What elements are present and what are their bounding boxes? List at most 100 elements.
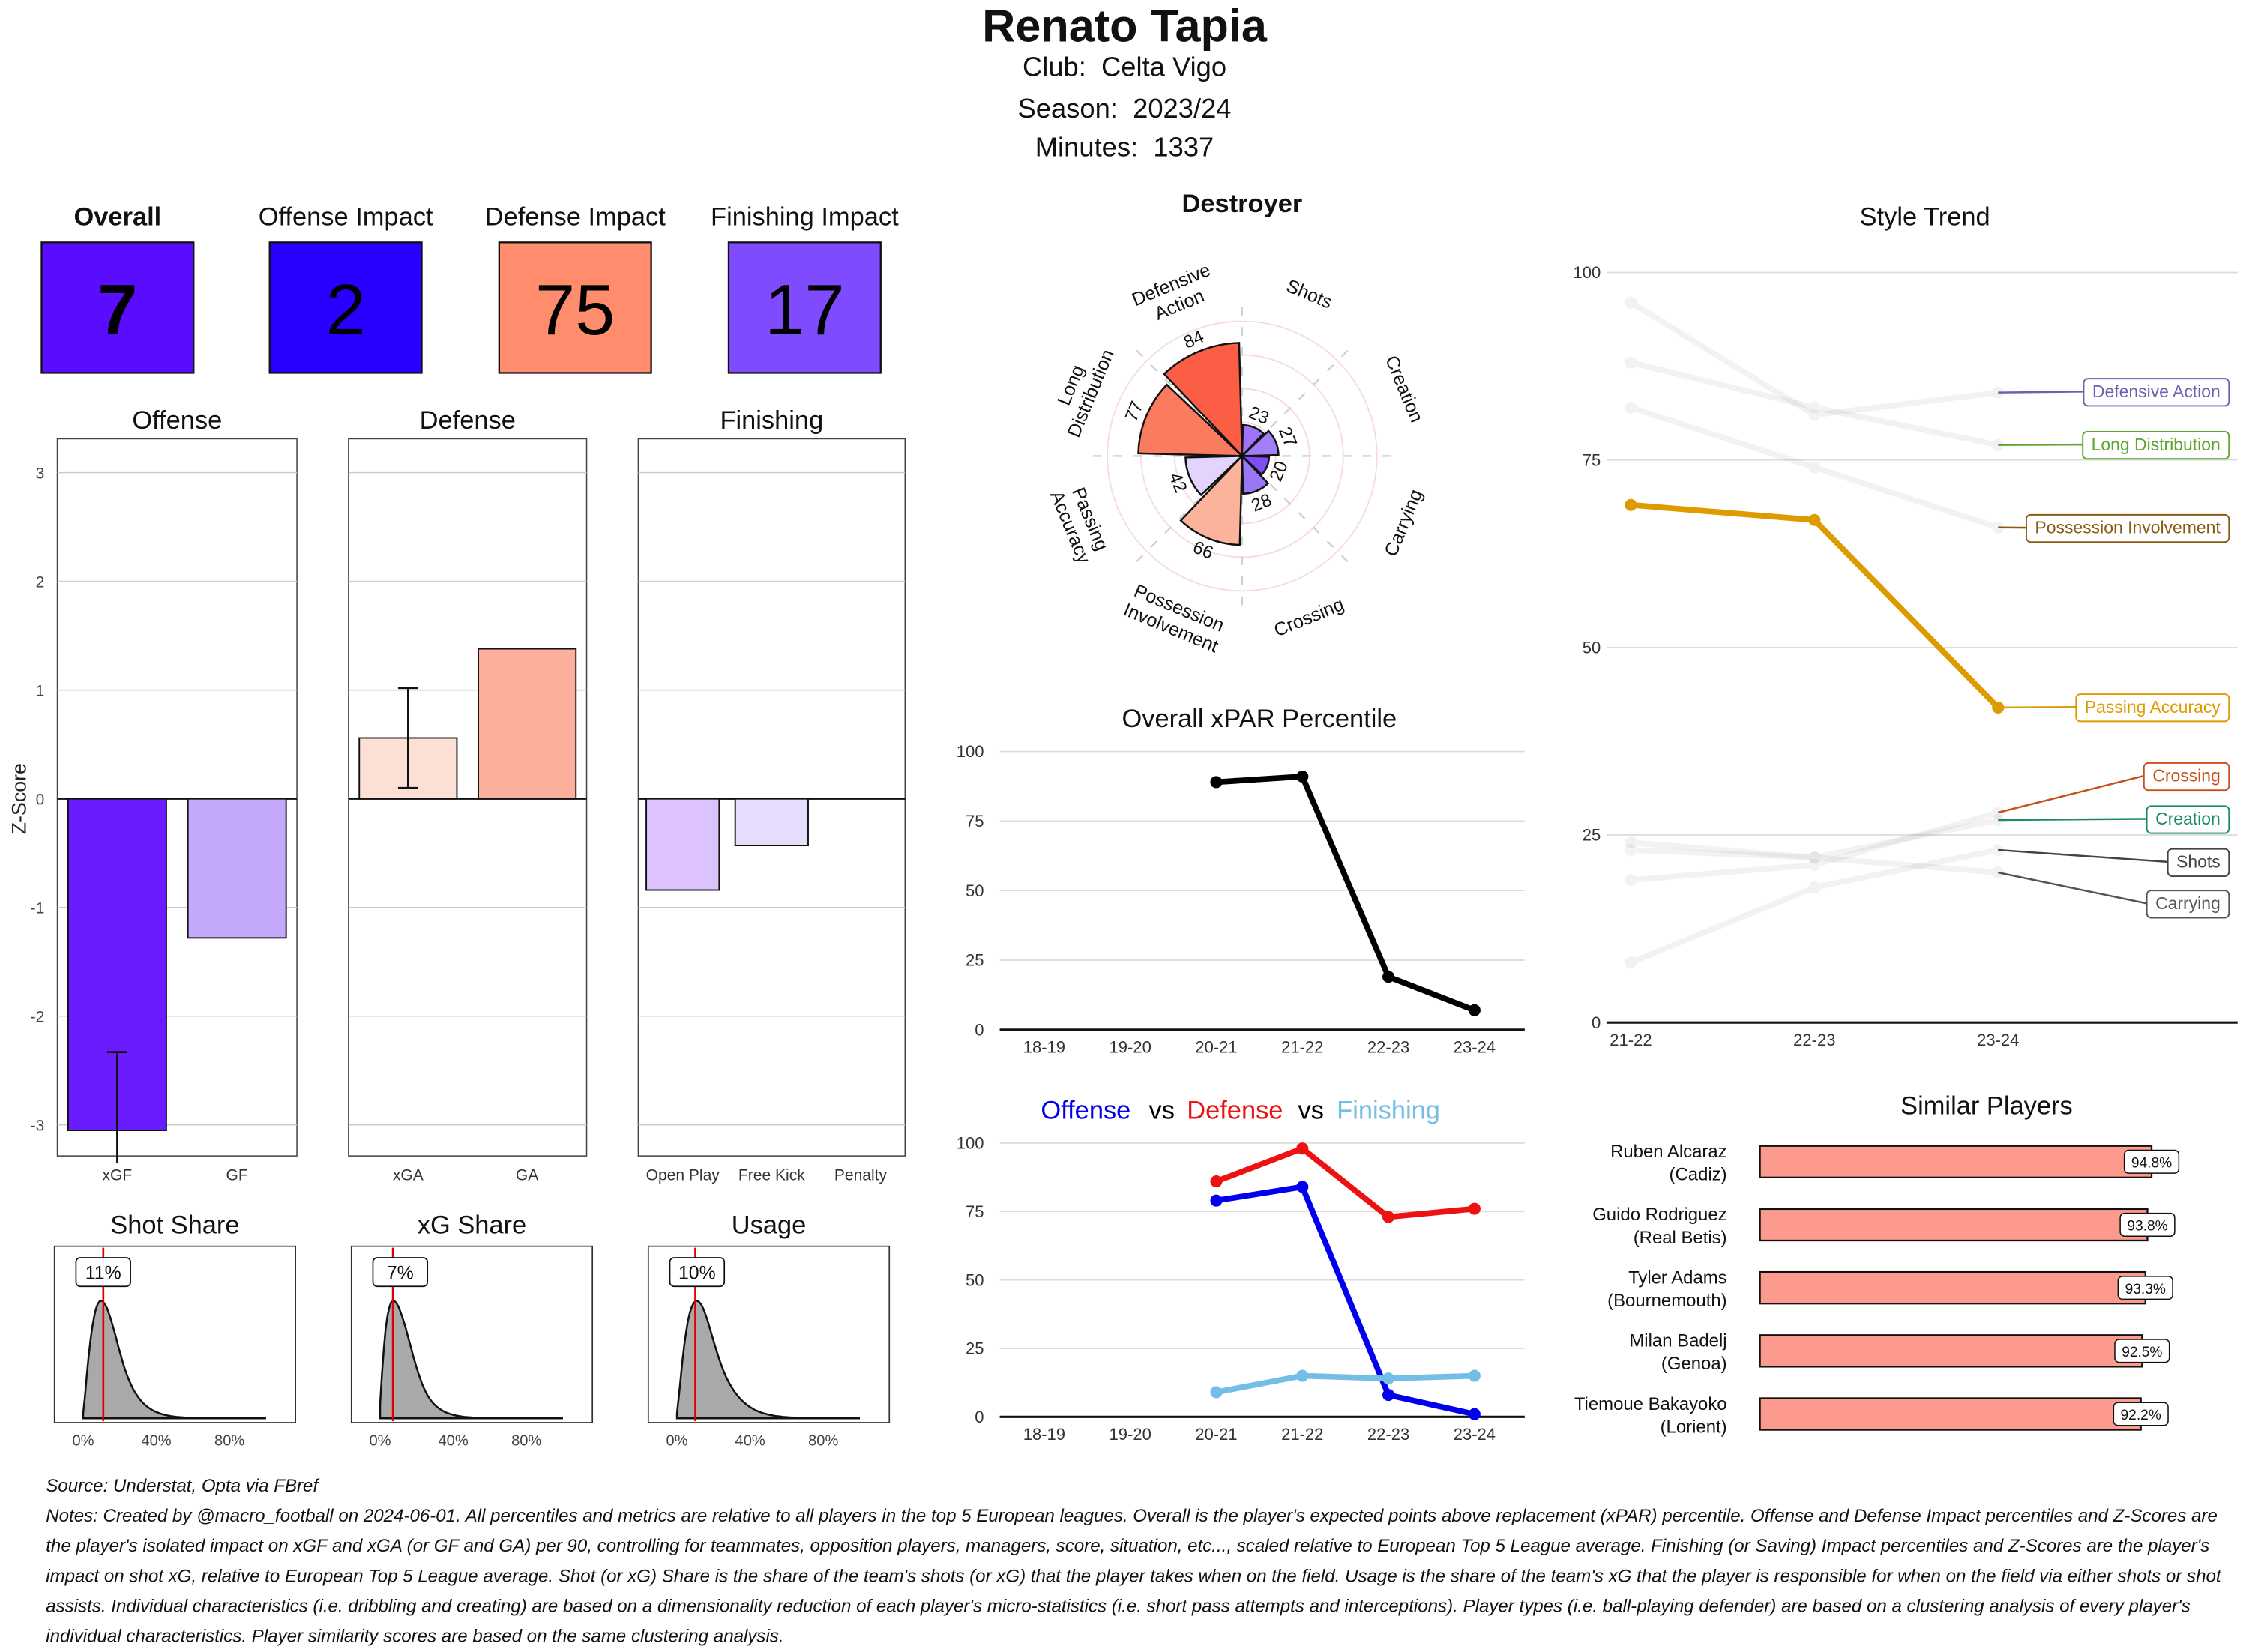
x-tick-label: 20-21 [1195, 1037, 1237, 1056]
chart-title: Destroyer [1182, 190, 1303, 218]
data-point [1625, 357, 1637, 369]
methodology-notes: Notes: Created by @macro_football on 202… [46, 1501, 2226, 1652]
legend-defense: Defense [1187, 1096, 1283, 1124]
series-label-long-distribution: Long Distribution [1998, 432, 2229, 459]
panel-title: Defense [420, 406, 516, 435]
x-tick-label: 23-24 [1454, 1037, 1496, 1056]
density-curve [677, 1300, 860, 1418]
x-tick-label: 40% [141, 1433, 171, 1450]
impact-tile-label: Overall [74, 202, 162, 231]
similar-player-row: Ruben Alcaraz(Cadiz)94.8% [1610, 1142, 2179, 1185]
y-tick-label: 100 [957, 1134, 984, 1153]
chart-title: Similar Players [1900, 1092, 2073, 1121]
z-score-tick-label: 0 [36, 791, 45, 808]
z-score-tick-label: 1 [36, 682, 45, 699]
similar-players-chart: Similar Players Ruben Alcaraz(Cadiz)94.8%… [1574, 1092, 2179, 1438]
series-label-text: Carrying [2155, 893, 2221, 913]
similar-player-row: Milan Badelj(Genoa)92.5% [1629, 1331, 2169, 1375]
data-point [1296, 1181, 1308, 1193]
category-label: Carrying [1380, 486, 1427, 560]
impact-tile-value: 75 [535, 270, 615, 350]
series-label-leader [1998, 776, 2144, 813]
series-label-shots: Shots [1998, 849, 2229, 876]
player-club: (Genoa) [1661, 1354, 1727, 1374]
series-line [1216, 1148, 1474, 1217]
z-score-tick-label: 2 [36, 573, 45, 591]
data-point [1382, 971, 1394, 983]
legend-vs: vs [1149, 1096, 1175, 1124]
category-label: PossessionInvolvement [1121, 579, 1230, 657]
panel-frame [638, 438, 905, 1156]
z-score-tick-label: -2 [31, 1008, 45, 1025]
series-line [1631, 505, 1998, 708]
x-tick-label: 20-21 [1195, 1425, 1237, 1444]
data-point [1296, 1369, 1308, 1381]
series-passing-accuracy [1625, 499, 2004, 714]
series-label-text: Creation [2155, 809, 2221, 828]
y-tick-label: 50 [966, 1270, 984, 1289]
data-point [1469, 1004, 1481, 1016]
panel-title: Finishing [720, 406, 823, 435]
x-tick-label: 22-23 [1367, 1037, 1409, 1056]
player-name: Ruben Alcaraz [1610, 1142, 1726, 1162]
data-point [1296, 771, 1308, 783]
bar-gf [188, 799, 286, 938]
x-tick-label: 22-23 [1793, 1031, 1835, 1049]
impact-tile-value: 17 [765, 270, 844, 350]
player-name: Milan Badelj [1629, 1331, 1726, 1351]
z-score-tick-label: -3 [31, 1117, 45, 1134]
panel-title: Usage [732, 1211, 807, 1239]
impact-tile-label: Finishing Impact [711, 202, 899, 231]
series-label-text: Possession Involvement [2035, 518, 2221, 537]
x-tick-label: 22-23 [1367, 1425, 1409, 1444]
series-label-text: Crossing [2152, 766, 2221, 786]
data-point [1625, 874, 1637, 886]
x-tick-label: Open Play [646, 1167, 720, 1184]
data-point [1382, 1372, 1394, 1384]
sector-value-label: 66 [1190, 537, 1216, 564]
x-tick-label: xGA [393, 1167, 424, 1184]
series-line [1216, 1187, 1474, 1414]
data-point [1469, 1408, 1481, 1420]
x-tick-label: 21-22 [1610, 1031, 1652, 1049]
impact-tile-value: 7 [97, 270, 137, 350]
y-tick-label: 75 [966, 812, 984, 830]
category-label: PassingAccuracy [1046, 480, 1115, 567]
data-point [1382, 1389, 1394, 1401]
series-label-text: Shots [2176, 852, 2221, 872]
value-label: 11% [85, 1263, 121, 1284]
similarity-value: 94.8% [2131, 1155, 2172, 1171]
y-tick-label: 0 [975, 1408, 984, 1426]
series-label-leader [1998, 707, 2076, 708]
data-point [1210, 1195, 1222, 1207]
data-point [1808, 462, 1820, 474]
series-label-creation: Creation [1998, 806, 2229, 833]
x-tick-label: GA [516, 1167, 538, 1184]
x-tick-label: 23-24 [1977, 1031, 2019, 1049]
impact-tile-value: 2 [326, 270, 366, 350]
category-label: Shots [1283, 275, 1335, 313]
data-point [1469, 1203, 1481, 1215]
x-tick-label: 18-19 [1023, 1037, 1065, 1056]
similar-player-row: Tiemoue Bakayoko(Lorient)92.2% [1574, 1394, 2168, 1438]
y-tick-label: 50 [966, 881, 984, 900]
sector-value-label: 28 [1248, 489, 1274, 516]
x-tick-label: Free Kick [738, 1167, 805, 1184]
value-label: 10% [678, 1263, 716, 1284]
data-point [1210, 1175, 1222, 1187]
series-label-text: Defensive Action [2092, 382, 2221, 401]
x-tick-label: 19-20 [1110, 1037, 1151, 1056]
x-tick-label: 18-19 [1023, 1425, 1065, 1444]
data-point [1382, 1211, 1394, 1223]
z-score-tick-label: -1 [31, 899, 45, 917]
series-label-leader [1998, 872, 2146, 903]
data-point [1296, 1142, 1308, 1154]
density-curve [380, 1300, 563, 1418]
y-tick-label: 25 [1583, 826, 1601, 845]
